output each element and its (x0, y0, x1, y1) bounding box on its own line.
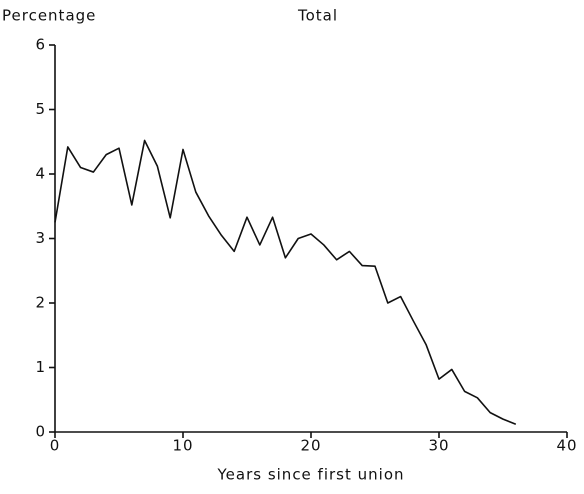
y-axis-label: Percentage (2, 7, 96, 25)
x-tick-label: 20 (300, 437, 321, 455)
y-tick-label: 3 (35, 229, 46, 247)
x-tick-label: 30 (428, 437, 449, 455)
data-line (54, 139, 517, 426)
chart-title: Total (297, 7, 338, 25)
y-tick-label: 1 (35, 358, 46, 376)
y-tick-label: 2 (35, 294, 46, 312)
y-tick-label: 0 (35, 423, 46, 441)
x-axis-label: Years since first union (216, 466, 404, 484)
x-tick-label: 0 (50, 437, 61, 455)
x-tick-label: 10 (172, 437, 193, 455)
x-tick-label: 40 (556, 437, 577, 455)
y-tick-label: 6 (35, 36, 46, 54)
y-tick-label: 4 (35, 165, 46, 183)
y-tick-label: 5 (35, 100, 46, 118)
